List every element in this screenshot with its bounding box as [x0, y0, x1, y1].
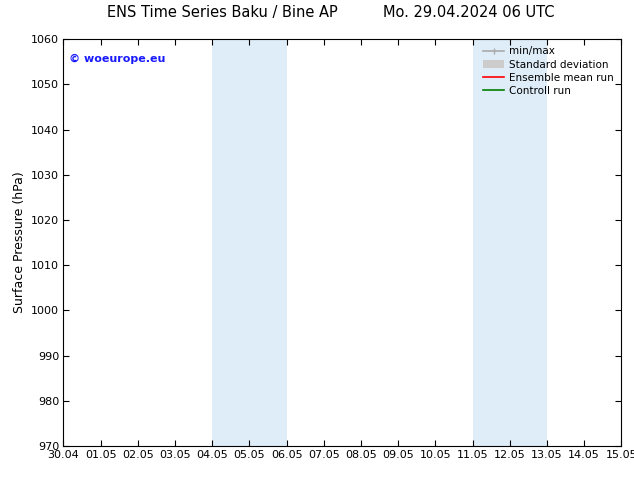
Bar: [472, 39, 547, 446]
Text: © woeurope.eu: © woeurope.eu: [69, 53, 165, 64]
Text: Mo. 29.04.2024 06 UTC: Mo. 29.04.2024 06 UTC: [384, 4, 555, 20]
Legend: min/max, Standard deviation, Ensemble mean run, Controll run: min/max, Standard deviation, Ensemble me…: [479, 42, 618, 100]
Y-axis label: Surface Pressure (hPa): Surface Pressure (hPa): [13, 172, 25, 314]
Bar: [212, 39, 287, 446]
Text: ENS Time Series Baku / Bine AP: ENS Time Series Baku / Bine AP: [107, 4, 337, 20]
